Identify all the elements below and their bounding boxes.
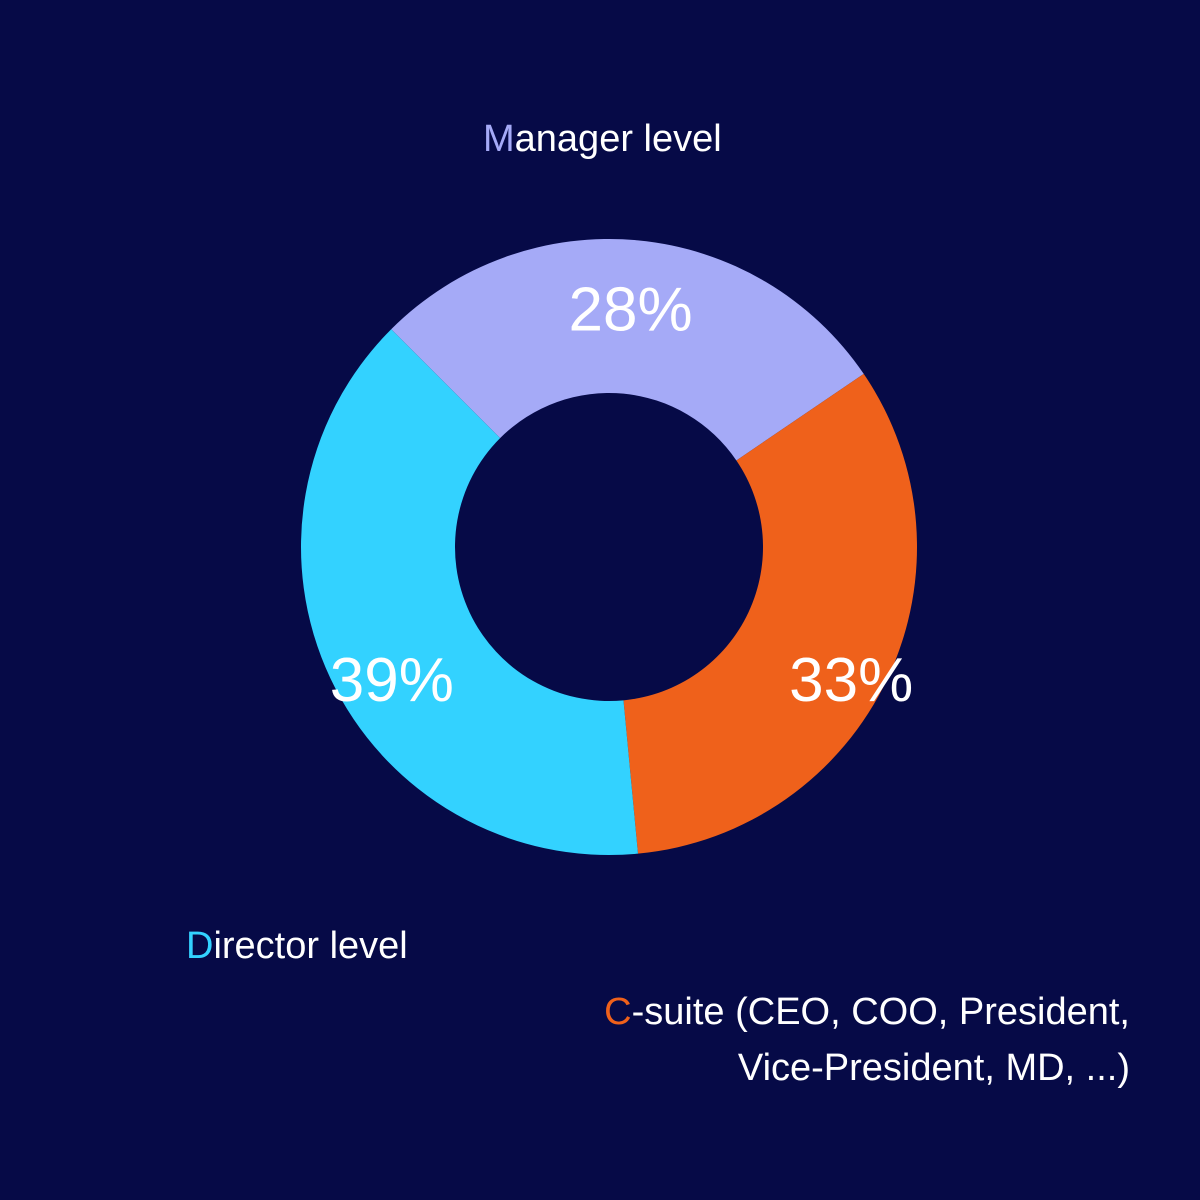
legend-text: -suite (CEO, COO, President, bbox=[631, 991, 1130, 1033]
slice-value-label: 28% bbox=[569, 275, 693, 344]
legend-c-suite: C-suite (CEO, COO, President, Vice-Presi… bbox=[604, 984, 1130, 1096]
slice-value-label: 39% bbox=[330, 646, 454, 715]
slices-group bbox=[301, 238, 917, 855]
legend-text: irector level bbox=[213, 925, 408, 967]
donut-slice bbox=[391, 238, 864, 461]
legend-line-1: C-suite (CEO, COO, President, bbox=[604, 984, 1130, 1040]
legend-initial: M bbox=[483, 118, 515, 160]
donut-slice bbox=[301, 329, 638, 855]
legend-text: anager level bbox=[514, 118, 722, 160]
donut-slice bbox=[623, 373, 917, 854]
legend-manager-level: Manager level bbox=[483, 111, 722, 167]
legend-director-level: Director level bbox=[186, 918, 408, 974]
legend-line-2: Vice-President, MD, ...) bbox=[737, 1047, 1130, 1089]
slice-value-label: 33% bbox=[789, 646, 913, 715]
slice-value-labels: 28% 33% 39% bbox=[330, 275, 914, 714]
legend-initial: C bbox=[604, 991, 632, 1033]
legend-initial: D bbox=[186, 925, 214, 967]
